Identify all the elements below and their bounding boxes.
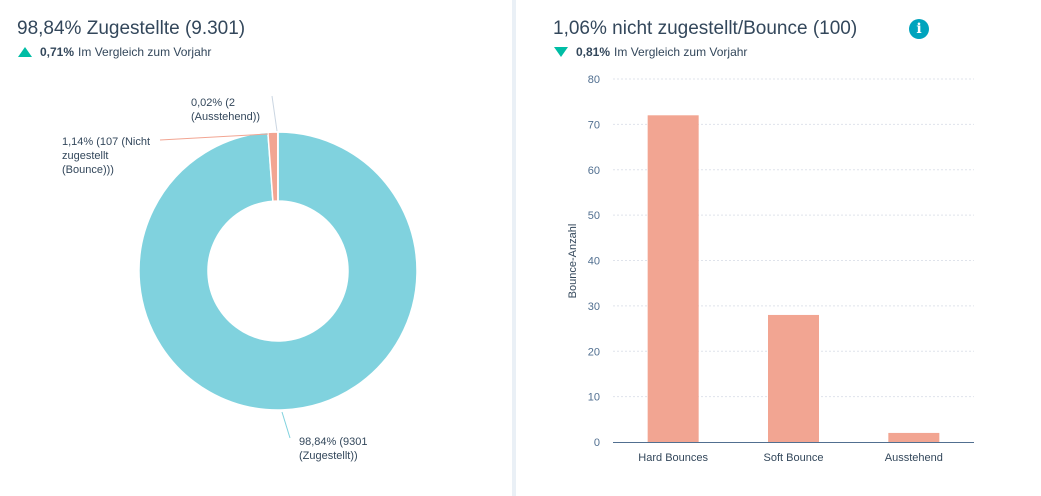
arrow-down-icon xyxy=(554,47,568,57)
donut-leader-line xyxy=(159,133,269,141)
y-axis-label: Bounce-Anzahl xyxy=(567,224,579,299)
bounce-bar-chart: 0 10 20 30 40 50 60 70 80 Bounce-Anzahl Hard Bounc… xyxy=(567,74,974,464)
delivered-delta-text: Im Vergleich zum Vorjahr xyxy=(78,45,212,59)
y-tick-label: 10 xyxy=(588,392,600,404)
x-tick-label: Ausstehend xyxy=(885,452,943,464)
y-tick-label: 80 xyxy=(588,74,600,86)
x-tick-label: Hard Bounces xyxy=(638,452,708,464)
arrow-up-icon xyxy=(18,47,32,57)
bounce-panel: 1,06% nicht zugestellt/Bounce (100) i 0,… xyxy=(516,0,1041,496)
donut-leader-line xyxy=(281,411,291,439)
bar-hard-bounces[interactable] xyxy=(647,115,699,443)
delivery-donut-chart: 98,84% (9301 (Zugestellt)) 1,14% (107 (Nic… xyxy=(62,95,418,462)
bounce-title: 1,06% nicht zugestellt/Bounce (100) xyxy=(553,18,858,39)
bar-ausstehend[interactable] xyxy=(888,432,940,442)
y-tick-label: 20 xyxy=(588,346,600,358)
y-tick-label: 70 xyxy=(588,119,600,131)
bounce-delta-value: 0,81% xyxy=(576,45,611,59)
donut-slice-zugestellt[interactable] xyxy=(138,131,418,411)
x-tick-label: Soft Bounce xyxy=(764,452,824,464)
delivered-delta-value: 0,71% xyxy=(40,45,75,59)
panel-divider xyxy=(512,0,516,496)
y-tick-label: 40 xyxy=(588,256,600,268)
y-tick-label: 60 xyxy=(588,165,600,177)
bounce-delta: 0,81% Im Vergleich zum Vorjahr xyxy=(554,45,747,59)
delivered-title: 98,84% Zugestellte (9.301) xyxy=(17,18,246,39)
y-tick-label: 50 xyxy=(588,210,600,222)
info-icon[interactable]: i xyxy=(909,19,929,39)
donut-leader-line xyxy=(271,95,278,132)
y-tick-label: 0 xyxy=(594,437,600,449)
delivered-delta: 0,71% Im Vergleich zum Vorjahr xyxy=(18,45,211,59)
donut-label: 0,02% (2 (Ausstehend)) xyxy=(191,97,260,123)
y-tick-label: 30 xyxy=(588,301,600,313)
donut-label: 98,84% (9301 (Zugestellt)) xyxy=(299,436,368,462)
donut-label: 1,14% (107 (Nicht zugestellt (Bounce))) xyxy=(62,136,150,176)
bar-soft-bounce[interactable] xyxy=(768,314,819,442)
bounce-delta-text: Im Vergleich zum Vorjahr xyxy=(614,45,748,59)
delivered-panel: 98,84% Zugestellte (9.301) 0,71% Im Verg… xyxy=(0,0,512,496)
